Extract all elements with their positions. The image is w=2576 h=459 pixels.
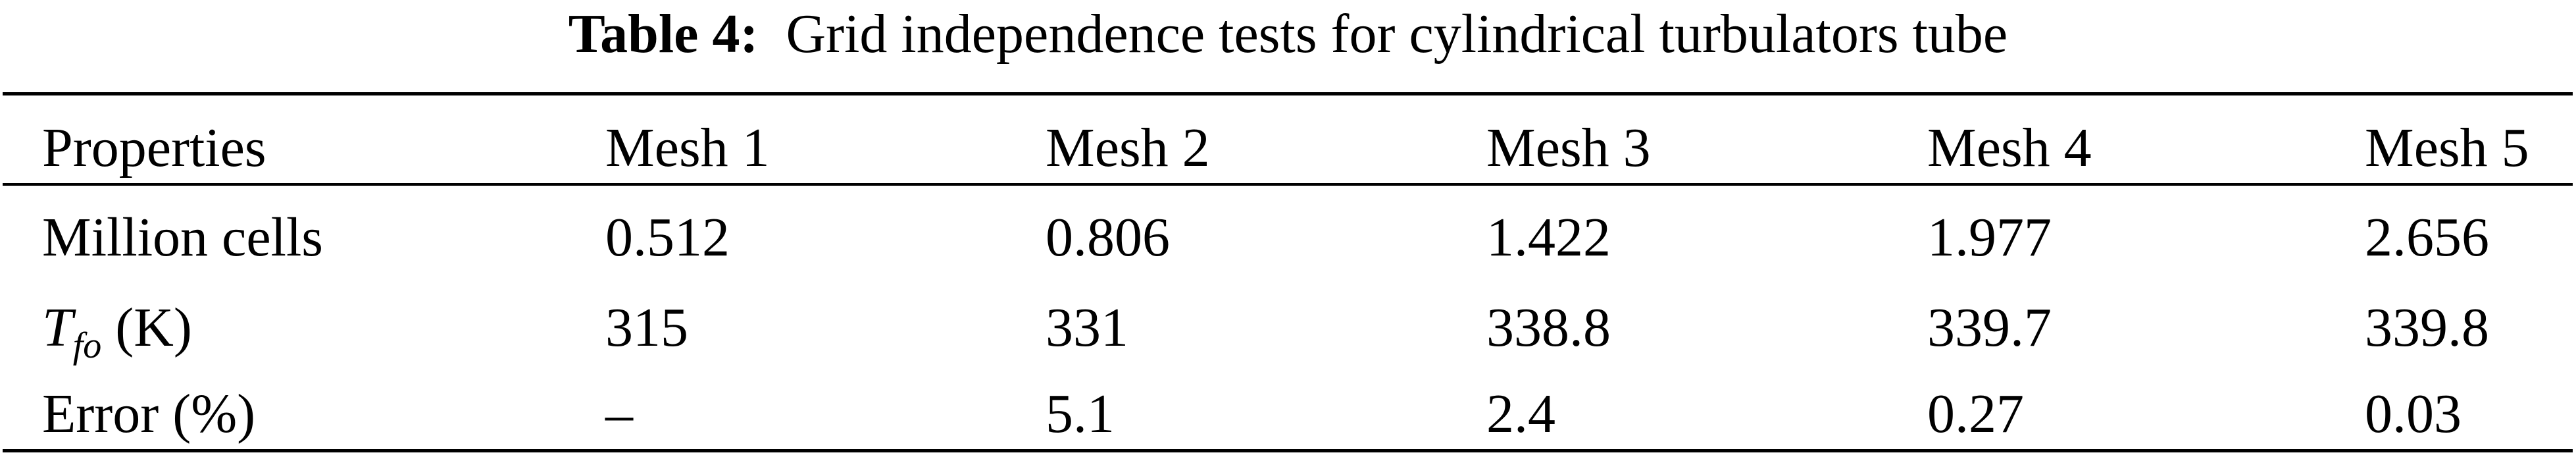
bottom-rule xyxy=(3,449,2573,452)
header-cell: Mesh 2 xyxy=(1046,117,1210,178)
header-cell: Mesh 1 xyxy=(605,117,770,178)
value-cell: 1.977 xyxy=(1927,207,2052,268)
value-cell: 0.03 xyxy=(2365,383,2462,445)
property-cell: Million cells xyxy=(42,207,323,268)
table-caption: Table 4: Grid independence tests for cyl… xyxy=(0,1,2576,67)
subscript: fo xyxy=(72,325,102,366)
header-rule xyxy=(3,183,2573,186)
value-cell: 2.656 xyxy=(2365,207,2489,268)
value-cell: 5.1 xyxy=(1046,383,1115,445)
value-cell: 338.8 xyxy=(1486,297,1611,358)
value-cell: 2.4 xyxy=(1486,383,1555,445)
property-cell: Error (%) xyxy=(42,383,256,445)
value-cell: 0.512 xyxy=(605,207,730,268)
table-caption-text: Grid independence tests for cylindrical … xyxy=(786,3,2008,65)
value-cell: 315 xyxy=(605,297,688,358)
value-cell: 0.27 xyxy=(1927,383,2024,445)
header-cell: Properties xyxy=(42,117,266,178)
value-cell: – xyxy=(605,383,633,445)
value-cell: 339.7 xyxy=(1927,297,2052,358)
symbol: T xyxy=(42,297,73,358)
unit: (K) xyxy=(115,297,192,358)
top-rule xyxy=(3,92,2573,95)
table-label: Table 4: xyxy=(568,3,759,65)
property-cell: Tfo (K) xyxy=(42,295,192,367)
value-cell: 331 xyxy=(1046,297,1128,358)
value-cell: 1.422 xyxy=(1486,207,1611,268)
header-cell: Mesh 4 xyxy=(1927,117,2092,178)
value-cell: 0.806 xyxy=(1046,207,1170,268)
value-cell: 339.8 xyxy=(2365,297,2489,358)
header-cell: Mesh 3 xyxy=(1486,117,1651,178)
header-cell: Mesh 5 xyxy=(2365,117,2529,178)
